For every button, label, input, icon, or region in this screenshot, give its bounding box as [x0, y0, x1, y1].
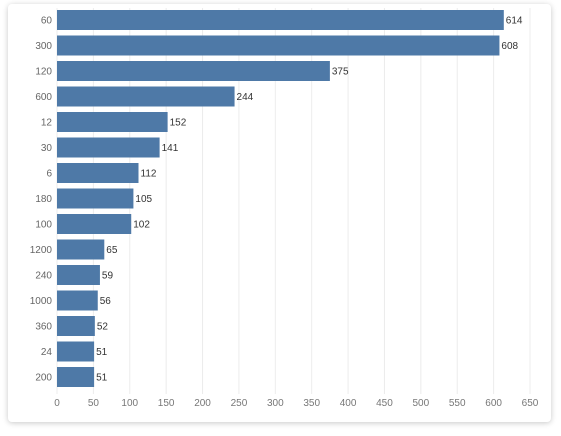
x-tick-label: 50: [88, 398, 100, 409]
x-tick-label: 450: [376, 398, 393, 409]
chart-frame: 0 50 100 150 200 250 300 350 400 450 500 550 600 650 6…: [8, 4, 551, 422]
y-category-label: 12: [41, 118, 53, 129]
bar: [57, 367, 95, 387]
y-category-label: 30: [41, 143, 53, 154]
y-category-label: 24: [41, 347, 53, 358]
bar-data-label: 105: [135, 194, 152, 205]
y-category-label: 600: [35, 92, 52, 103]
bar: [57, 188, 134, 209]
bar-data-label: 608: [501, 41, 518, 52]
bar-data-label: 59: [102, 271, 114, 282]
bar: [57, 112, 168, 132]
bar-data-label: 614: [506, 16, 523, 27]
x-tick-label: 200: [194, 398, 211, 409]
y-category-label: 1000: [30, 296, 53, 307]
x-tick-label: 400: [340, 398, 357, 409]
bar-data-label: 51: [96, 373, 108, 384]
x-tick-label: 250: [231, 398, 248, 409]
bar: [57, 214, 132, 234]
y-category-label: 120: [35, 67, 52, 78]
y-category-label: 6: [46, 169, 52, 180]
x-tick-label: 500: [413, 398, 430, 409]
bar-data-label: 244: [237, 92, 254, 103]
y-category-label: 240: [35, 271, 52, 282]
bar-data-label: 51: [96, 347, 108, 358]
bar: [57, 86, 235, 107]
y-category-label: 100: [35, 220, 52, 231]
x-tick-label: 350: [303, 398, 320, 409]
bar: [57, 10, 504, 30]
bar-data-label: 52: [97, 322, 109, 333]
bar-data-label: 375: [332, 67, 349, 78]
x-tick-label: 100: [121, 398, 138, 409]
x-tick-label: 300: [267, 398, 284, 409]
y-category-label: 60: [41, 16, 53, 27]
chart-plot-area: 0 50 100 150 200 250 300 350 400 450 500 550 600 650 6…: [30, 8, 539, 409]
x-tick-label: 0: [54, 398, 60, 409]
bar-data-label: 141: [162, 143, 179, 154]
bar: [57, 35, 500, 56]
bar: [57, 316, 95, 336]
bar: [57, 239, 105, 260]
bar-data-label: 112: [141, 169, 157, 180]
bar-data-label: 102: [133, 220, 150, 231]
bar: [57, 290, 98, 311]
x-tick-label: 550: [449, 398, 466, 409]
bar: [57, 341, 95, 362]
bar-data-label: 65: [106, 245, 118, 256]
bar: [57, 137, 160, 158]
bar: [57, 163, 139, 183]
y-category-label: 300: [35, 41, 52, 52]
x-tick-label: 150: [158, 398, 175, 409]
y-category-label: 180: [35, 194, 52, 205]
y-category-label: 1200: [30, 245, 53, 256]
x-tick-label: 650: [522, 398, 539, 409]
bar-data-label: 56: [100, 296, 112, 307]
bar: [57, 265, 100, 285]
y-category-label: 360: [35, 322, 52, 333]
y-category-label: 200: [35, 373, 52, 384]
bar: [57, 61, 330, 81]
x-tick-label: 600: [485, 398, 502, 409]
bar-data-label: 152: [170, 118, 187, 129]
